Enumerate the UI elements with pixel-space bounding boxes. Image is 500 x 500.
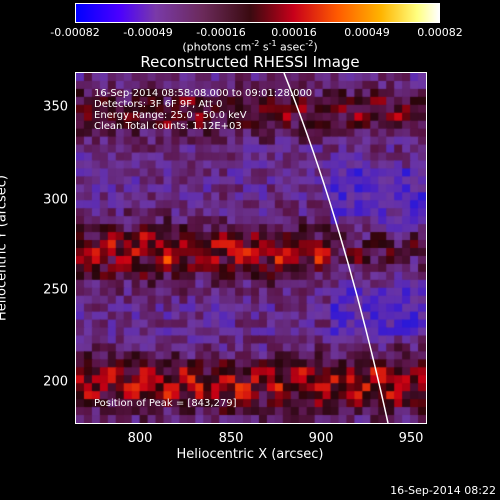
colorbar-tick: 0.00082 <box>417 26 463 39</box>
image-plot-area <box>75 72 427 424</box>
y-tick-label: 200 <box>43 374 68 390</box>
x-tick-label: 950 <box>398 431 424 446</box>
colorbar-tick: -0.00016 <box>196 26 246 39</box>
colorbar-units: (photons cm-2 s-1 asec-2) <box>182 39 318 54</box>
annotation-clean: Clean Total counts: 1.12E+03 <box>94 121 242 132</box>
y-tick-label: 250 <box>43 282 68 298</box>
annotation-energy: Energy Range: 25.0 - 50.0 keV <box>94 110 247 121</box>
annotation-detectors: Detectors: 3F 6F 9F, Att 0 <box>94 99 223 110</box>
x-tick-label: 850 <box>218 431 244 446</box>
colorbar-tick: -0.00082 <box>50 26 100 39</box>
footer-timestamp: 16-Sep-2014 08:22 <box>390 484 496 497</box>
annotation-peak: Position of Peak = [843,279] <box>94 398 237 409</box>
rhessi-heatmap <box>76 73 426 423</box>
y-tick-label: 300 <box>43 192 68 208</box>
limb-overlay <box>283 73 389 423</box>
x-tick-label: 900 <box>308 431 334 446</box>
colorbar <box>75 3 440 23</box>
y-tick-label: 350 <box>43 99 68 115</box>
image-title: Reconstructed RHESSI Image <box>140 53 360 71</box>
colorbar-tick: -0.00049 <box>123 26 173 39</box>
x-axis-label: Heliocentric X (arcsec) <box>176 447 324 462</box>
annotation-time-range: 16-Sep-2014 08:58:08.000 to 09:01:28.000 <box>94 88 313 99</box>
colorbar-tick: 0.00049 <box>344 26 390 39</box>
solar-limb-line <box>283 73 389 423</box>
x-tick-label: 800 <box>127 431 153 446</box>
colorbar-tick: 0.00016 <box>271 26 317 39</box>
